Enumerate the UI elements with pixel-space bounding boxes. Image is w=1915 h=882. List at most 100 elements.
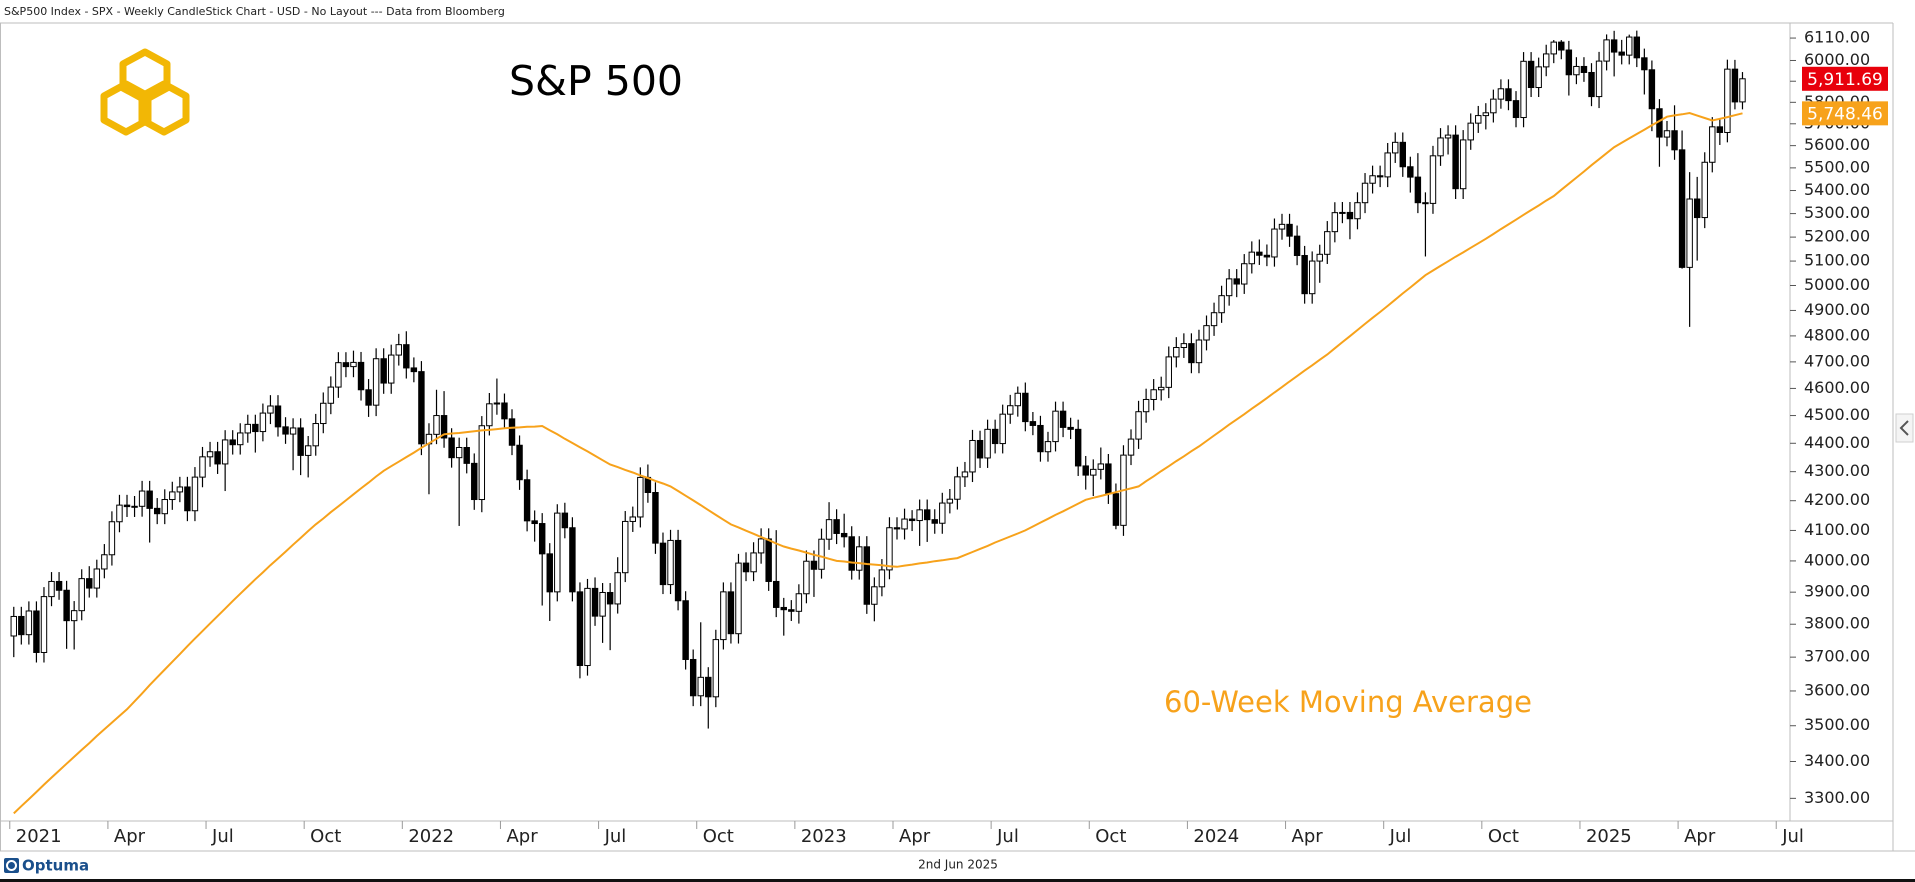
candle-body xyxy=(1414,176,1422,204)
y-tick-label: 3600.00 xyxy=(1804,680,1870,699)
candle-body xyxy=(312,423,319,447)
candle-body xyxy=(554,512,561,593)
candle-body xyxy=(1588,71,1595,98)
candle-body xyxy=(1739,78,1746,103)
candle-body xyxy=(282,426,289,435)
x-tick-label: 2023 xyxy=(801,826,847,847)
y-tick-label: 6110.00 xyxy=(1804,28,1870,47)
candle-body xyxy=(471,462,478,501)
candle-body xyxy=(1112,493,1120,526)
candle-body xyxy=(1693,198,1701,219)
candle-body xyxy=(1180,343,1188,349)
candle-body xyxy=(388,354,395,384)
candle-body xyxy=(825,519,833,540)
candle-body xyxy=(1241,263,1248,285)
candle-body xyxy=(856,546,863,571)
candle-body xyxy=(1354,202,1361,220)
candle-body xyxy=(674,539,682,602)
candle-body xyxy=(357,361,365,391)
series-annotation: 60-Week Moving Average xyxy=(1164,685,1532,719)
y-tick-label: 4600.00 xyxy=(1804,378,1870,397)
candle-body xyxy=(1437,137,1444,157)
candle-body xyxy=(637,476,644,518)
y-tick-label: 5100.00 xyxy=(1804,251,1870,270)
candle-body xyxy=(1286,223,1293,237)
collapse-toggle[interactable] xyxy=(1895,413,1914,443)
candle-body xyxy=(1467,122,1474,141)
y-tick-label: 4700.00 xyxy=(1804,351,1870,370)
candle-body xyxy=(403,344,410,369)
candle-body xyxy=(523,479,531,522)
candle-body xyxy=(516,444,523,481)
candle-body xyxy=(229,439,236,446)
candle-body xyxy=(818,538,825,570)
candle-body xyxy=(735,562,742,635)
candle-body xyxy=(727,591,735,635)
candle-body xyxy=(682,600,689,660)
candle-body xyxy=(1248,251,1256,265)
candle-body xyxy=(614,572,621,605)
chart-header: S&P500 Index - SPX - Weekly CandleStick … xyxy=(4,5,505,18)
candle-body xyxy=(667,539,674,586)
candle-body xyxy=(365,389,372,406)
brand-logo xyxy=(100,48,190,136)
x-tick-label: Apr xyxy=(899,826,931,847)
candle-body xyxy=(463,447,470,464)
x-tick-label: 2025 xyxy=(1586,826,1632,847)
candle-body xyxy=(659,542,667,586)
candle-body xyxy=(569,527,576,593)
candle-body xyxy=(448,437,455,459)
candle-body xyxy=(969,439,976,473)
y-tick-label: 5400.00 xyxy=(1804,180,1870,199)
candle-body xyxy=(939,502,946,524)
y-tick-label: 4400.00 xyxy=(1804,433,1870,452)
candle-body xyxy=(380,358,387,384)
candle-body xyxy=(493,402,501,405)
candle-body xyxy=(259,412,267,433)
candle-body xyxy=(1188,343,1195,364)
candle-body xyxy=(1716,126,1724,133)
candle-body xyxy=(893,527,901,530)
candle-body xyxy=(252,423,259,433)
x-tick-label: Jul xyxy=(1781,826,1804,847)
candle-body xyxy=(576,591,584,667)
candle-body xyxy=(440,415,448,439)
y-tick-label: 3700.00 xyxy=(1804,647,1870,666)
candle-body xyxy=(101,554,108,570)
candle-body xyxy=(765,538,772,582)
candle-body xyxy=(863,546,871,605)
candle-body xyxy=(1550,41,1557,55)
candle-body xyxy=(1527,60,1535,89)
candle-body xyxy=(901,518,908,530)
candle-body xyxy=(70,610,78,622)
candle-body xyxy=(146,490,153,509)
x-tick-label: 2024 xyxy=(1193,826,1239,847)
y-tick-label: 5600.00 xyxy=(1804,135,1870,154)
candle-body xyxy=(697,676,704,697)
candle-body xyxy=(1459,139,1467,190)
candle-body xyxy=(206,451,214,458)
candle-body xyxy=(1271,228,1278,258)
y-tick-label: 5000.00 xyxy=(1804,275,1870,294)
candle-body xyxy=(991,428,999,445)
candle-body xyxy=(176,486,184,493)
candle-body xyxy=(1308,260,1316,295)
candle-body xyxy=(878,569,886,588)
toggle-arrow[interactable] xyxy=(1899,420,1909,436)
candle-body xyxy=(1663,130,1671,138)
candle-body xyxy=(584,587,591,667)
candle-body xyxy=(622,520,629,574)
toggle-box[interactable] xyxy=(1895,413,1914,443)
candle-body xyxy=(1497,88,1505,100)
candle-body xyxy=(327,386,335,404)
candle-body xyxy=(1165,356,1172,388)
candle-body xyxy=(1157,386,1165,391)
candle-body xyxy=(289,427,297,435)
candle-body xyxy=(244,423,252,434)
candle-body xyxy=(1263,254,1271,258)
candle-body xyxy=(372,358,380,406)
candle-body xyxy=(267,405,274,414)
candle-body xyxy=(18,615,25,636)
candle-body xyxy=(1392,141,1399,154)
